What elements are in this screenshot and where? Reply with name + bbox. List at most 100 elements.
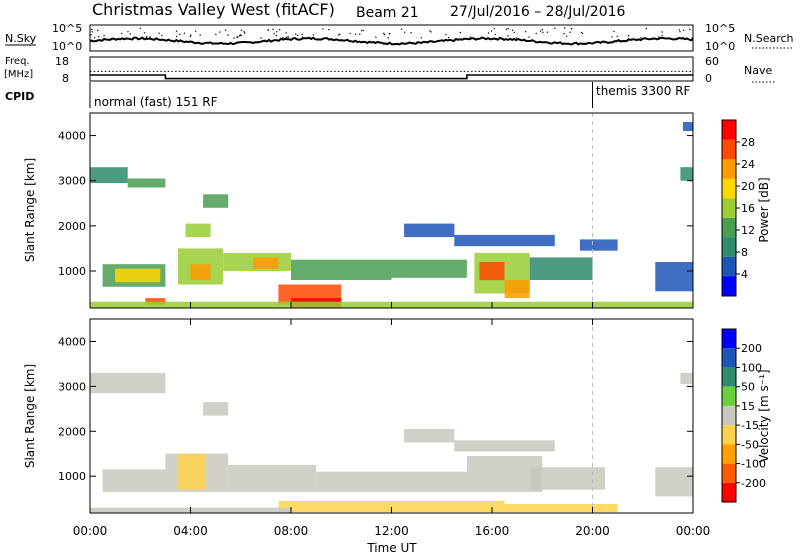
time-xtick-label: 04:00 <box>173 524 208 538</box>
nsearch-dot <box>389 32 391 35</box>
velocity-cell <box>203 402 229 416</box>
power-colorbar: 4 8 12 16 20 24 28 <box>721 119 755 297</box>
nsearch-dots <box>90 27 693 39</box>
beam-title: Beam 21 <box>356 5 419 21</box>
nsearch-dot <box>420 37 422 39</box>
velocity-colorbar-swatch <box>722 348 736 368</box>
cpid-segment-themis: themis 3300 RF <box>596 84 690 98</box>
velocity-colorbar-swatch <box>722 405 736 426</box>
nsky-trace <box>89 36 694 46</box>
velocity-cell <box>680 372 693 385</box>
velocity-colorbar: -200 -100 -50 -15 15 50 100 200 <box>721 328 766 503</box>
velocity-heatmap-cells <box>90 372 693 513</box>
nsearch-dot <box>322 28 324 30</box>
nsearch-dot <box>295 33 297 35</box>
nsearch-dot <box>195 30 197 32</box>
nsearch-dot <box>215 33 217 36</box>
velocity-ytick-label: 3000 <box>58 380 86 393</box>
power-cell <box>680 167 693 181</box>
power-cell <box>185 223 211 238</box>
nsearch-dot <box>616 35 618 37</box>
power-colorbar-label: Power [dB] <box>757 177 771 242</box>
velocity-ytick-label: 1000 <box>58 470 86 483</box>
velocity-cell <box>655 467 693 497</box>
power-cell <box>479 262 505 281</box>
power-cell <box>291 259 392 280</box>
nsearch-dot <box>542 31 544 33</box>
time-xtick-label: 00:00 <box>676 524 711 538</box>
power-y-axis: 1000 2000 3000 4000 <box>58 130 693 278</box>
velocity-cell <box>454 440 555 452</box>
power-colorbar-swatch <box>722 256 736 277</box>
time-xtick-label: 16:00 <box>475 524 510 538</box>
nsearch-dot <box>199 34 201 36</box>
power-cell <box>404 223 455 238</box>
power-cell <box>190 264 211 280</box>
time-xtick-label: 12:00 <box>374 524 409 538</box>
nsearch-dot <box>190 34 192 36</box>
nsearch-dot <box>183 32 186 34</box>
nsearch-tick-bottom: 10^0 <box>705 40 735 53</box>
nsearch-dot <box>139 27 142 29</box>
nsearch-dot <box>570 28 573 30</box>
nsearch-dot <box>459 31 462 34</box>
velocity-colorbar-tick-label: 200 <box>741 342 762 355</box>
velocity-cell <box>102 469 166 492</box>
velocity-colorbar-tick-label: -15 <box>741 419 759 432</box>
nsearch-dot <box>445 33 447 36</box>
power-colorbar-tick-label: 8 <box>741 246 748 259</box>
velocity-cell <box>228 464 317 492</box>
velocity-ytick-label: 4000 <box>58 335 86 348</box>
power-ytick-label: 1000 <box>58 265 86 278</box>
power-colorbar-tick-label: 12 <box>741 224 755 237</box>
velocity-colorbar-swatch <box>722 425 736 445</box>
nsearch-dot <box>127 31 129 33</box>
power-cell <box>454 234 555 247</box>
power-ytick-label: 3000 <box>58 175 86 188</box>
power-colorbar-tick-label: 4 <box>741 268 748 281</box>
nsearch-dot <box>285 36 288 39</box>
nsearch-dot <box>678 29 681 31</box>
velocity-colorbar-swatch <box>722 482 736 502</box>
nsearch-dot <box>511 29 514 31</box>
velocity-colorbar-swatch <box>722 329 736 349</box>
nsearch-dot <box>661 34 663 37</box>
nsearch-dot <box>237 36 239 38</box>
nsearch-dot <box>581 32 584 35</box>
nsearch-dot <box>645 27 647 30</box>
freq-unit-label: [MHz] <box>4 69 33 80</box>
nsearch-dot <box>487 32 490 34</box>
nsearch-dot <box>273 33 275 35</box>
velocity-ylabel: Slant Range [km] <box>23 364 37 468</box>
velocity-colorbar-swatch <box>722 386 736 406</box>
nsearch-dot <box>129 33 131 35</box>
time-xtick-label: 00:00 <box>73 524 108 538</box>
velocity-colorbar-tick-label: -200 <box>741 477 766 490</box>
velocity-cell <box>404 429 455 443</box>
velocity-colorbar-tick-label: 15 <box>741 400 755 413</box>
nave-tick-top: 60 <box>705 55 719 68</box>
velocity-colorbar-swatch <box>722 367 736 387</box>
nsearch-dot <box>494 33 496 36</box>
nsearch-dot <box>383 33 386 36</box>
freq-tick-top: 18 <box>55 55 69 68</box>
nsearch-dot <box>282 37 284 39</box>
nsearch-dot <box>260 37 262 39</box>
power-ytick-label: 2000 <box>58 220 86 233</box>
power-colorbar-tick-label: 24 <box>741 158 755 171</box>
freq-panel-frame <box>89 56 694 82</box>
nsearch-dot <box>682 29 685 32</box>
nsearch-dot <box>240 29 243 31</box>
nsearch-dot <box>410 32 412 34</box>
freq-trace <box>90 74 693 80</box>
nsearch-dot <box>387 37 389 39</box>
nsearch-dot <box>243 31 245 33</box>
nsearch-dot <box>312 34 315 36</box>
nsearch-dot <box>276 31 278 33</box>
nsearch-dot <box>400 28 403 30</box>
power-cell <box>529 257 593 280</box>
velocity-cell <box>90 372 166 394</box>
power-colorbar-swatch <box>722 139 736 160</box>
nsearch-dot <box>359 33 361 35</box>
power-colorbar-swatch <box>722 217 736 238</box>
